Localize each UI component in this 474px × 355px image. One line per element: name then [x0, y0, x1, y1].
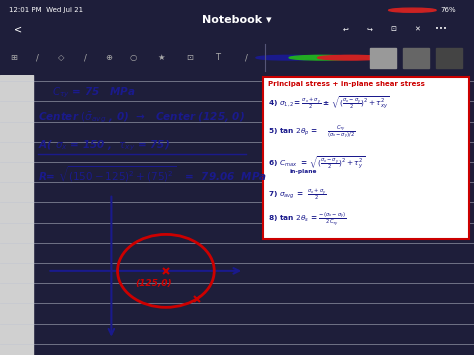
Text: 76%: 76%: [441, 7, 456, 13]
Text: ✕: ✕: [414, 26, 420, 32]
Text: /: /: [84, 53, 87, 62]
Text: ↪: ↪: [367, 26, 373, 32]
Text: 7) $\sigma_{avg}$ =  $\frac{\sigma_x+\sigma_y}{2}$: 7) $\sigma_{avg}$ = $\frac{\sigma_x+\sig…: [268, 188, 327, 202]
Circle shape: [318, 55, 384, 60]
Text: in-plane: in-plane: [289, 169, 317, 174]
Text: •••: •••: [435, 26, 447, 32]
Text: T: T: [216, 53, 220, 62]
Text: Notebook ▾: Notebook ▾: [202, 15, 272, 26]
Text: ⊡: ⊡: [391, 26, 396, 32]
Text: ↩: ↩: [343, 26, 349, 32]
Bar: [263, 77, 469, 239]
Circle shape: [289, 55, 356, 60]
Text: Principal stress + in-plane shear stress: Principal stress + in-plane shear stress: [268, 81, 425, 87]
Bar: [403, 48, 429, 68]
Text: 5) tan $2\theta_p$ =    $\frac{C_{\tau y}}{(\sigma_x-\sigma_y)/2}$: 5) tan $2\theta_p$ = $\frac{C_{\tau y}}{…: [268, 123, 355, 141]
Circle shape: [389, 8, 436, 12]
Bar: [0, 75, 33, 355]
Text: ⊞: ⊞: [11, 53, 18, 62]
Text: /: /: [245, 53, 248, 62]
Bar: [436, 48, 462, 68]
Text: 6) $C_{max}$  = $\sqrt{(\frac{\sigma_x-\sigma_y}{2})^2+\tau^2_y}$: 6) $C_{max}$ = $\sqrt{(\frac{\sigma_x-\s…: [268, 154, 365, 171]
Text: 4) $\sigma_{1,2}$= $\frac{\sigma_x+\sigma_y}{2}$ ± $\sqrt{(\frac{\sigma_x-\sigma: 4) $\sigma_{1,2}$= $\frac{\sigma_x+\sigm…: [268, 94, 390, 111]
Text: Center $(\bar\sigma_{avg}$ , 0)  →   Center (125, 0): Center $(\bar\sigma_{avg}$ , 0) → Center…: [38, 111, 245, 125]
Text: ◇: ◇: [58, 53, 65, 62]
Text: (125,0): (125,0): [135, 279, 172, 288]
Text: <: <: [14, 24, 22, 34]
Circle shape: [256, 55, 322, 60]
Text: /: /: [36, 53, 39, 62]
Text: ★: ★: [157, 53, 165, 62]
Text: ⊕: ⊕: [106, 53, 112, 62]
Text: ○: ○: [129, 53, 137, 62]
Text: $C_{\tau y}$ = 75   MPa: $C_{\tau y}$ = 75 MPa: [52, 86, 136, 100]
Text: R= $\sqrt{(150-125)^2 + (75)^2}$   =  79.06  MPa: R= $\sqrt{(150-125)^2 + (75)^2}$ = 79.06…: [38, 164, 267, 184]
Text: 12:01 PM  Wed Jul 21: 12:01 PM Wed Jul 21: [9, 7, 83, 13]
Text: 8) tan $2\theta_s$ = $\frac{-({\sigma_x-\sigma_y})}{2C_{\tau y}}$: 8) tan $2\theta_s$ = $\frac{-({\sigma_x-…: [268, 211, 346, 229]
Text: A( $\sigma_x$ = 150 ,  $\tau_{xy}$ = 75): A( $\sigma_x$ = 150 , $\tau_{xy}$ = 75): [38, 139, 170, 153]
Bar: [370, 48, 396, 68]
Text: ⊡: ⊡: [186, 53, 193, 62]
